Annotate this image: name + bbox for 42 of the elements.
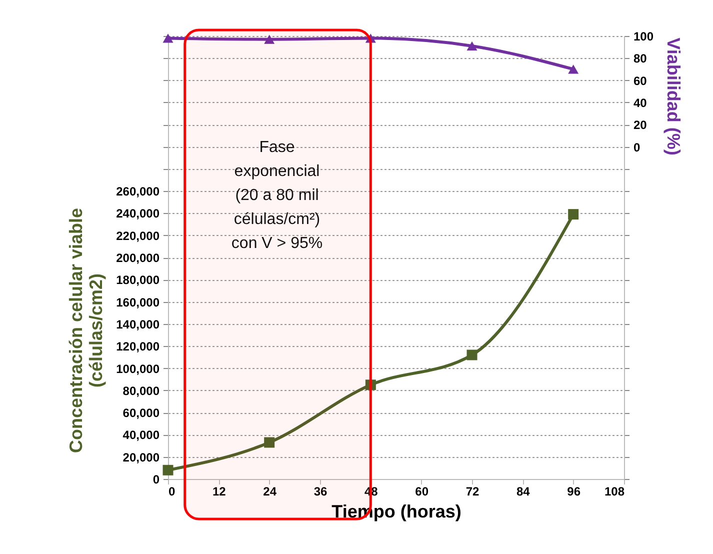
x-tick-label: 108: [604, 484, 625, 498]
y-tick-label: 220,000: [116, 228, 160, 243]
annotation: Fase exponencial (20 a 80 mil células/cm²) con V > 95%: [231, 139, 323, 252]
y-tick-label: 240,000: [116, 206, 160, 221]
y-tick-label: 160,000: [116, 295, 160, 310]
point: [365, 380, 376, 390]
y-axis-title: Concentración celular viable (células/cm2): [66, 208, 106, 454]
y2-tick-label: 0: [634, 140, 640, 154]
y-tick-label: 0: [152, 472, 160, 486]
x-tick-label: 84: [516, 484, 530, 498]
point: [162, 464, 174, 476]
y-tick-label: 20,000: [122, 450, 160, 464]
y-tick-label: 140,000: [116, 317, 160, 332]
y2-tick-label: 100: [634, 30, 654, 44]
y2-tick-label: 20: [634, 118, 648, 132]
point: [568, 64, 579, 74]
y-tick-label: 200,000: [116, 251, 160, 265]
y-tick-label: 60,000: [122, 406, 160, 420]
y-tick-label: 180,000: [116, 273, 160, 288]
x-tick-label: 60: [415, 484, 429, 498]
x-tick-label: 96: [567, 484, 581, 498]
x-tick-label: 24: [263, 484, 277, 498]
x-tick-label: 12: [212, 484, 226, 498]
y-tick-label: 40,000: [122, 428, 160, 442]
x-tick-label: 36: [314, 484, 328, 498]
point: [365, 34, 376, 43]
y-tick-label: 80,000: [122, 384, 160, 398]
point: [264, 437, 275, 448]
y2-tick-label: 60: [634, 74, 648, 88]
y2-axis-title: Viabilidad (%): [664, 38, 684, 156]
y2-tick-label: 80: [634, 52, 648, 66]
y-tick-label: 120,000: [116, 340, 160, 354]
y-tick-label: 260,000: [116, 184, 160, 199]
point: [264, 34, 275, 44]
y2-tick-label: 40: [634, 96, 648, 110]
point: [466, 41, 478, 51]
x-tick-label: 0: [168, 484, 176, 498]
point: [568, 209, 579, 220]
point: [162, 34, 174, 43]
x-tick-label: 72: [466, 484, 480, 498]
y-tick-label: 100,000: [116, 362, 160, 376]
point: [466, 350, 478, 360]
